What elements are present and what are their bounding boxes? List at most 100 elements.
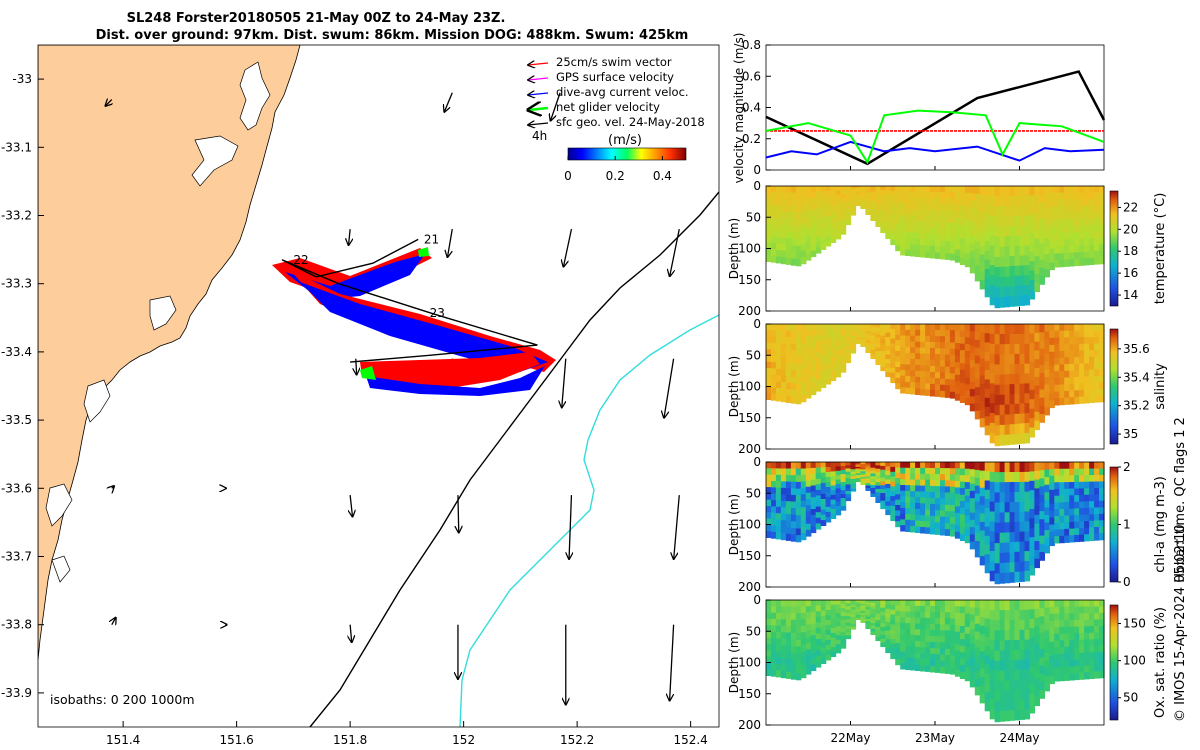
- section-cell: [865, 478, 871, 482]
- section-cell: [880, 366, 886, 372]
- section-cell: [820, 382, 827, 388]
- section-cell: [875, 334, 881, 339]
- section-cell: [1029, 324, 1035, 334]
- section-cell: [771, 481, 777, 488]
- section-cell: [1099, 369, 1105, 377]
- section-cell: [969, 360, 976, 368]
- section-cell: [805, 336, 812, 344]
- section-cell: [830, 628, 837, 634]
- section-cell: [830, 509, 837, 515]
- section-cell: [1084, 494, 1090, 502]
- section-cell: [949, 606, 956, 613]
- section-cell: [1069, 363, 1075, 372]
- section-cell: [805, 241, 812, 249]
- section-cell: [810, 197, 817, 205]
- section-cell: [989, 215, 996, 227]
- section-cell: [969, 650, 976, 659]
- section-cell: [959, 186, 966, 194]
- section-cell: [835, 212, 842, 218]
- section-cell: [1084, 258, 1090, 266]
- geo-velocity-arrow: [447, 229, 453, 257]
- section-cell: [880, 469, 886, 475]
- section-cell: [1049, 607, 1055, 615]
- section-cell: [1054, 536, 1060, 544]
- section-cell: [930, 600, 936, 607]
- section-cell: [979, 487, 986, 497]
- section-cell: [974, 686, 981, 696]
- section-cell: [855, 197, 862, 200]
- section-cell: [795, 370, 802, 378]
- section-cell: [860, 473, 866, 476]
- section-cell: [800, 324, 807, 332]
- section-cell: [815, 346, 822, 353]
- section-cell: [1049, 676, 1055, 685]
- section-y-tick-label: 150: [738, 273, 761, 287]
- section-cell: [1039, 210, 1045, 220]
- section-cell: [900, 191, 906, 198]
- section-cell: [795, 205, 802, 214]
- section-cell: [805, 367, 812, 374]
- section-cell: [920, 659, 926, 666]
- section-cell: [790, 652, 797, 660]
- section-cell: [1079, 468, 1085, 476]
- section-cell: [766, 531, 772, 538]
- section-cell: [1044, 507, 1050, 516]
- section-cell: [1089, 350, 1095, 358]
- section-cell: [954, 512, 961, 520]
- section-cell: [766, 324, 772, 331]
- section-y-tick-label: 50: [746, 210, 761, 224]
- section-cell: [964, 199, 971, 207]
- section-cell: [865, 200, 871, 204]
- section-cell: [920, 491, 926, 498]
- section-cell: [1054, 233, 1060, 241]
- section-cell: [974, 607, 981, 617]
- section-cell: [1029, 204, 1035, 215]
- section-cell: [1084, 613, 1090, 621]
- section-cell: [949, 523, 956, 531]
- section-cell: [1094, 376, 1100, 384]
- section-cell: [1064, 186, 1070, 194]
- section-cell: [964, 673, 971, 682]
- section-cell: [1064, 212, 1070, 221]
- section-cell: [885, 608, 891, 614]
- section-cell: [880, 193, 886, 199]
- section-cell: [1014, 324, 1021, 335]
- section-cell: [949, 655, 956, 663]
- section-cell: [1064, 357, 1070, 365]
- section-cell: [905, 605, 911, 613]
- section-cell: [795, 383, 802, 391]
- section-cell: [984, 600, 991, 610]
- section-cell: [1084, 488, 1090, 496]
- section-cell: [1044, 683, 1050, 692]
- section-cell: [1099, 462, 1105, 470]
- section-cell: [1064, 620, 1070, 628]
- section-cell: [790, 619, 797, 627]
- section-cell: [1059, 606, 1065, 614]
- section-cell: [875, 361, 881, 365]
- section-cell: [1059, 253, 1065, 261]
- section-cell: [875, 610, 881, 615]
- section-cell: [1024, 215, 1031, 227]
- section-cell: [825, 506, 832, 513]
- section-cell: [790, 632, 797, 641]
- section-cell: [905, 186, 911, 193]
- section-cell: [840, 324, 847, 329]
- section-cell: [775, 519, 782, 527]
- section-cell: [900, 329, 906, 336]
- section-cell: [1084, 508, 1090, 516]
- section-cell: [935, 366, 941, 373]
- section-cell: [1039, 673, 1045, 683]
- speed-colorbar-ticks: 0 0.2 0.4: [564, 156, 672, 183]
- section-cell: [940, 390, 946, 398]
- section-cell: [825, 339, 832, 345]
- section-cell: [860, 614, 866, 618]
- section-cell: [1049, 262, 1055, 271]
- section-cell: [1064, 488, 1070, 497]
- section-cell: [920, 509, 926, 516]
- section-cell: [1034, 644, 1040, 654]
- section-cell: [1014, 491, 1021, 503]
- section-cell: [860, 469, 866, 472]
- section-cell: [1004, 216, 1011, 227]
- section-cell: [925, 359, 931, 367]
- section-cell: [969, 512, 976, 521]
